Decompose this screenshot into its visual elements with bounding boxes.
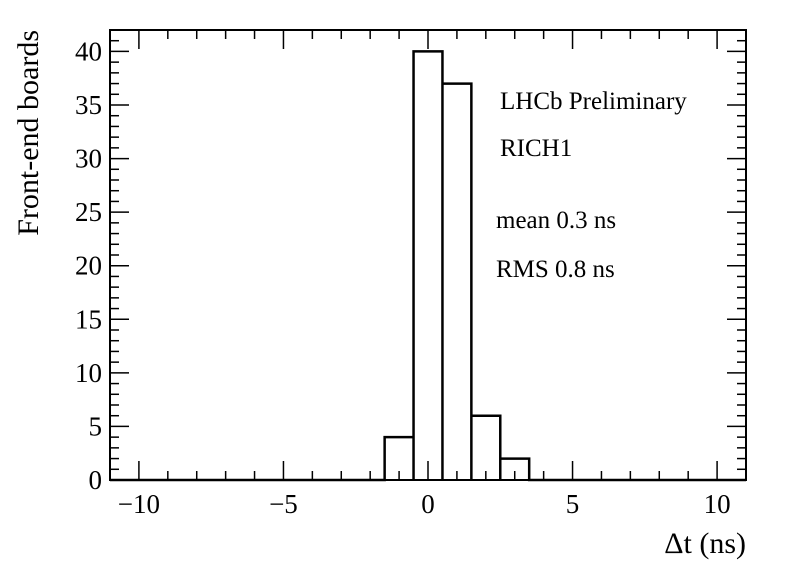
y-tick-label: 35 — [75, 90, 102, 120]
x-axis-label: Δt (ns) — [664, 527, 746, 560]
x-tick-label: −5 — [269, 489, 298, 519]
y-tick-label: 5 — [89, 411, 103, 441]
annotation-rich1: RICH1 — [500, 135, 572, 162]
x-tick-label: 5 — [566, 489, 580, 519]
histogram-bin — [471, 416, 500, 480]
y-tick-label: 40 — [75, 36, 102, 66]
annotation-mean: mean 0.3 ns — [496, 207, 616, 234]
annotation-rms: RMS 0.8 ns — [496, 256, 615, 283]
histogram-bin — [442, 84, 471, 480]
y-tick-label: 0 — [89, 465, 103, 495]
axis-ticks — [109, 29, 747, 481]
histogram-outline — [110, 50, 746, 482]
y-tick-label: 25 — [75, 197, 102, 227]
y-tick-label: 30 — [75, 144, 102, 174]
y-axis-label: Front-end boards — [12, 30, 45, 236]
y-tick-label: 20 — [75, 251, 102, 281]
x-tick-label: 0 — [421, 489, 435, 519]
histogram-bin — [414, 51, 443, 480]
annotation-lhcb-preliminary: LHCb Preliminary — [500, 88, 687, 115]
y-tick-label: 15 — [75, 304, 102, 334]
y-tick-label: 10 — [75, 358, 102, 388]
axis-tick-labels: −10 −5 0 5 10 0 5 10 15 20 25 30 35 40 — [75, 36, 731, 519]
x-tick-label: 10 — [704, 489, 731, 519]
x-tick-label: −10 — [118, 489, 160, 519]
